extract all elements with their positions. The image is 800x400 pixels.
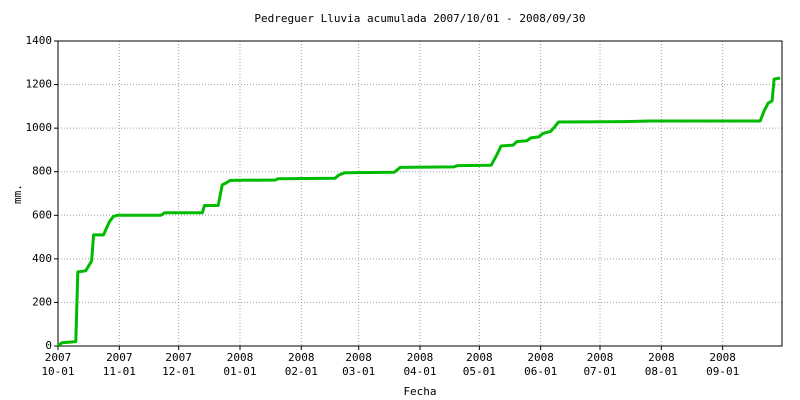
- y-tick-label: 0: [45, 339, 52, 352]
- y-axis-label: mm.: [11, 184, 24, 204]
- x-tick-label: 2008: [288, 351, 315, 364]
- x-tick-label: 01-01: [223, 365, 256, 378]
- y-tick-label: 400: [32, 252, 52, 265]
- x-tick-label: 05-01: [463, 365, 496, 378]
- x-tick-label: 02-01: [285, 365, 318, 378]
- x-tick-label: 12-01: [162, 365, 195, 378]
- x-tick-label: 2008: [648, 351, 675, 364]
- x-tick-label: 2008: [709, 351, 736, 364]
- y-tick-label: 1000: [26, 121, 53, 134]
- x-tick-label: 06-01: [524, 365, 557, 378]
- x-tick-label: 11-01: [103, 365, 136, 378]
- x-tick-label: 2008: [527, 351, 554, 364]
- x-tick-label: 10-01: [41, 365, 74, 378]
- x-tick-label: 2008: [227, 351, 254, 364]
- x-tick-label: 08-01: [645, 365, 678, 378]
- x-tick-label: 2008: [587, 351, 614, 364]
- y-tick-label: 800: [32, 165, 52, 178]
- x-axis-label: Fecha: [403, 385, 436, 398]
- x-tick-label: 04-01: [403, 365, 436, 378]
- x-tick-label: 09-01: [706, 365, 739, 378]
- y-tick-label: 1200: [26, 78, 53, 91]
- x-tick-label: 2008: [466, 351, 493, 364]
- y-tick-label: 1400: [26, 34, 53, 47]
- x-tick-label: 2007: [106, 351, 133, 364]
- plot-frame: [57, 40, 783, 347]
- x-tick-label: 03-01: [342, 365, 375, 378]
- chart-title: Pedreguer Lluvia acumulada 2007/10/01 - …: [254, 12, 585, 25]
- x-tick-label: 2008: [345, 351, 372, 364]
- y-tick-label: 200: [32, 295, 52, 308]
- x-tick-label: 2007: [45, 351, 72, 364]
- data-line: [57, 76, 781, 348]
- x-tick-label: 2007: [165, 351, 192, 364]
- x-tick-label: 07-01: [583, 365, 616, 378]
- y-tick-label: 600: [32, 208, 52, 221]
- x-tick-label: 2008: [407, 351, 434, 364]
